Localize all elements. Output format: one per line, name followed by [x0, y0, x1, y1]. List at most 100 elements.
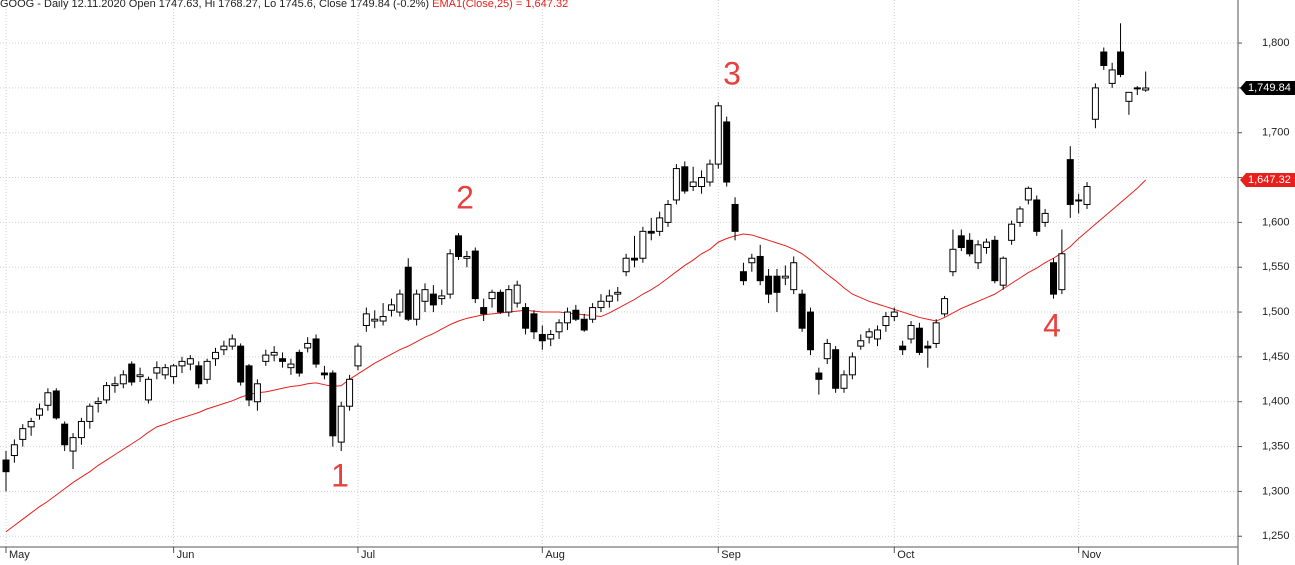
candle-body	[186, 358, 194, 365]
price-tag-label: 1,647.32	[1248, 174, 1291, 186]
candle-body	[69, 437, 77, 452]
candle-body	[1041, 212, 1049, 223]
candle-body	[161, 367, 169, 376]
y-tick-label: 1,550	[1262, 261, 1290, 273]
candle-body	[463, 255, 471, 259]
candle-body	[622, 257, 630, 273]
candle-body	[119, 374, 127, 385]
candle-body	[10, 444, 18, 457]
candle-body	[379, 316, 387, 322]
candle-body	[77, 420, 85, 439]
candle-body	[144, 378, 152, 401]
candle-body	[631, 257, 638, 261]
candle-body	[982, 241, 990, 248]
candle-body	[44, 392, 52, 406]
candle-body	[304, 342, 312, 349]
candle-body	[840, 374, 848, 389]
price-tag	[1240, 81, 1295, 96]
candle-body	[689, 181, 697, 188]
candle-body	[848, 356, 856, 376]
candle-body	[974, 244, 982, 264]
candle-body	[128, 363, 136, 383]
candle-body	[1108, 69, 1116, 84]
candle-body	[371, 318, 379, 322]
candle-body	[429, 293, 437, 306]
candle-body	[136, 374, 144, 378]
candle-body	[639, 230, 647, 259]
candle-body	[882, 316, 890, 327]
y-tick-label: 1,800	[1262, 37, 1290, 49]
candle-body	[555, 322, 563, 333]
candle-body	[94, 401, 102, 405]
candle-body	[857, 340, 865, 347]
candle-body	[605, 295, 613, 302]
candle-body	[1033, 199, 1041, 232]
y-tick-label: 1,250	[1262, 530, 1290, 542]
candle-body	[19, 428, 27, 440]
y-tick-label: 1,300	[1262, 485, 1290, 497]
candle-body	[1083, 186, 1091, 205]
candle-body	[706, 163, 714, 183]
candle-body	[756, 255, 764, 282]
annotation: 1	[331, 457, 349, 493]
x-tick-label: Sep	[721, 549, 741, 561]
candle-body	[228, 338, 236, 347]
candle-body	[1142, 87, 1150, 91]
candle-body	[195, 365, 203, 385]
candle-body	[329, 372, 337, 437]
candle-body	[823, 342, 831, 360]
candle-body	[220, 345, 228, 351]
candle-body	[798, 293, 806, 329]
candle-body	[547, 333, 555, 340]
candle-body	[27, 420, 35, 428]
candle-body	[714, 105, 722, 165]
candle-body	[589, 307, 597, 320]
y-tick-label: 1,450	[1262, 351, 1290, 363]
candle-body	[907, 325, 915, 340]
annotation: 2	[456, 179, 474, 215]
x-tick-label: Nov	[1082, 549, 1102, 561]
candle-body	[748, 257, 756, 264]
candle-body	[991, 239, 999, 282]
candle-body	[295, 351, 303, 374]
annotation: 4	[1043, 307, 1061, 343]
candle-body	[178, 360, 186, 367]
candle-body	[530, 313, 538, 333]
candle-body	[656, 217, 664, 232]
candle-body	[346, 378, 354, 407]
candle-body	[739, 271, 747, 282]
candle-body	[496, 291, 504, 313]
candle-body	[647, 230, 655, 234]
candle-body	[723, 121, 731, 183]
candle-body	[421, 289, 429, 302]
candle-body	[52, 390, 60, 419]
candle-body	[320, 372, 328, 376]
candle-body	[480, 307, 488, 315]
candle-body	[2, 459, 10, 473]
candle-body	[781, 275, 789, 279]
candle-body	[362, 313, 370, 327]
candle-body	[488, 291, 496, 300]
candle-body	[245, 365, 253, 401]
candle-body	[262, 354, 270, 362]
y-tick-label: 1,500	[1262, 306, 1290, 318]
candle-body	[806, 311, 814, 351]
candle-body	[36, 408, 44, 416]
candle-body	[404, 266, 412, 320]
y-tick-label: 1,350	[1262, 440, 1290, 452]
candle-body	[966, 239, 974, 255]
candle-body	[438, 295, 446, 300]
candle-body	[1100, 51, 1108, 66]
y-tick-label: 1,600	[1262, 216, 1290, 228]
candle-body	[890, 311, 898, 318]
candle-body	[103, 385, 111, 401]
candle-body	[1024, 187, 1032, 201]
candle-body	[270, 351, 278, 356]
candle-body	[597, 300, 605, 309]
title-main: GOOG - Daily 12.11.2020 Open 1747.63, Hi…	[0, 0, 429, 10]
candle-body	[790, 262, 798, 291]
x-tick-label: Oct	[897, 549, 914, 561]
candle-body	[337, 405, 345, 443]
candle-body	[446, 253, 454, 295]
